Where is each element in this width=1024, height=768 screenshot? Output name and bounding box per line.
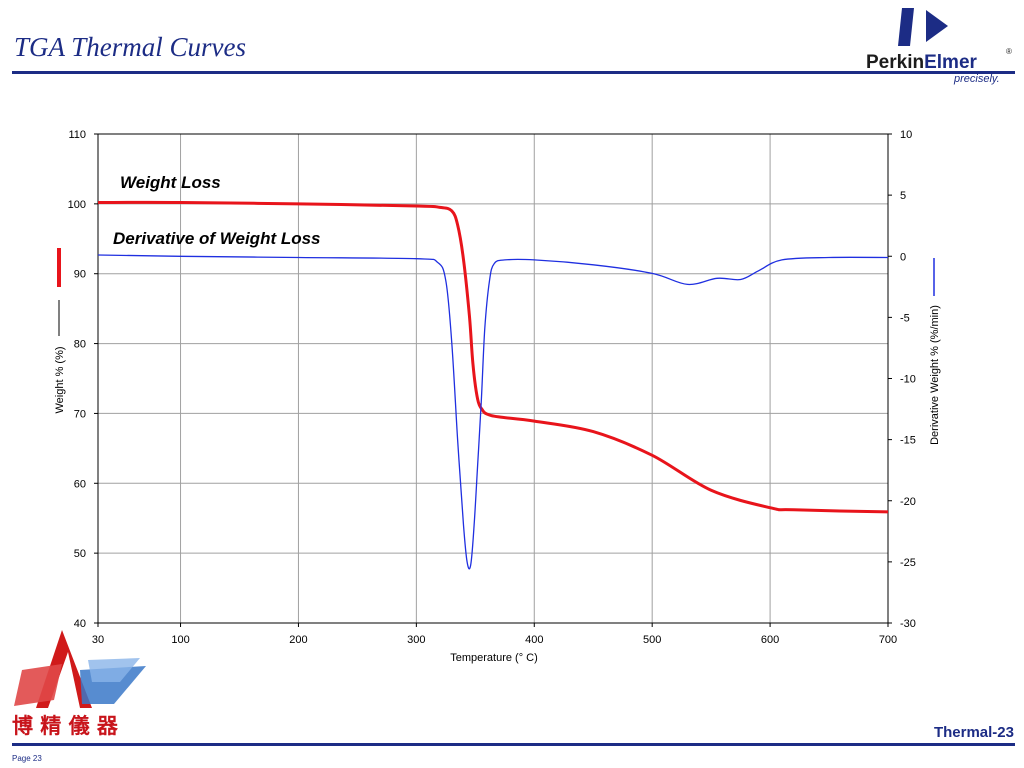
svg-text:PerkinElmer: PerkinElmer bbox=[866, 52, 978, 73]
y2-tick-label: -10 bbox=[900, 374, 916, 386]
x-tick-label: 300 bbox=[407, 634, 425, 646]
chart-grid bbox=[97, 133, 889, 624]
y-tick-label: 90 bbox=[74, 269, 86, 281]
annotation-derivative: Derivative of Weight Loss bbox=[113, 229, 321, 248]
slide-footer-id: Thermal-23 bbox=[933, 724, 1014, 741]
y2-tick-label: -25 bbox=[900, 557, 916, 569]
y2-tick-label: -15 bbox=[900, 435, 916, 447]
distributor-logo-text: 博 精 儀 器 bbox=[12, 713, 119, 738]
y2-axis-label-group: Derivative Weight % (%/min) bbox=[929, 305, 941, 445]
svg-text:precisely.: precisely. bbox=[953, 73, 1000, 85]
page-number: Page 23 bbox=[12, 754, 42, 763]
y2-tick-label: -30 bbox=[900, 618, 916, 630]
x-tick-label: 500 bbox=[643, 634, 661, 646]
weight-series-line bbox=[97, 200, 889, 514]
y-tick-label: 110 bbox=[68, 129, 86, 141]
perkinelmer-logo: PerkinElmer ® precisely. bbox=[866, 8, 1012, 85]
y-tick-label: 100 bbox=[68, 199, 86, 211]
x-tick-label: 30 bbox=[92, 634, 104, 646]
y-tick-label: 70 bbox=[74, 408, 86, 420]
y2-tick-label: 10 bbox=[900, 129, 912, 141]
annotation-weight-loss: Weight Loss bbox=[120, 173, 221, 192]
y2-tick-label: -20 bbox=[900, 496, 916, 508]
chart-series bbox=[97, 200, 889, 570]
y2-tick-label: 5 bbox=[900, 190, 906, 202]
footer-divider bbox=[12, 743, 1015, 746]
y2-tick-label: -5 bbox=[900, 312, 910, 324]
y-tick-label: 50 bbox=[74, 548, 86, 560]
svg-text:®: ® bbox=[1006, 47, 1012, 56]
y2-axis-label: Derivative Weight % (%/min) bbox=[929, 305, 941, 445]
plot-frame bbox=[97, 133, 889, 624]
title-divider bbox=[12, 71, 1015, 74]
x-tick-label: 400 bbox=[525, 634, 543, 646]
y-tick-label: 60 bbox=[74, 478, 86, 490]
distributor-logo: 博 精 儀 器 bbox=[12, 630, 146, 738]
x-tick-label: 600 bbox=[761, 634, 779, 646]
x-tick-label: 700 bbox=[879, 634, 897, 646]
x-axis-label: Temperature (° C) bbox=[450, 652, 538, 664]
y-tick-label: 80 bbox=[74, 339, 86, 351]
chart-ticks: 30 100 200 300 400 500 600 70040506070809010011… bbox=[68, 129, 916, 646]
x-tick-label: 200 bbox=[289, 634, 307, 646]
y-axis-label: Weight % (%) bbox=[54, 346, 66, 413]
derivative-series-line bbox=[97, 254, 889, 570]
y2-tick-label: 0 bbox=[900, 251, 906, 263]
slide-title: TGA Thermal Curves bbox=[14, 32, 247, 62]
y-axis-label-group: Weight % (%) bbox=[54, 346, 66, 413]
x-tick-label: 100 bbox=[171, 634, 189, 646]
y-tick-label: 40 bbox=[74, 618, 86, 630]
